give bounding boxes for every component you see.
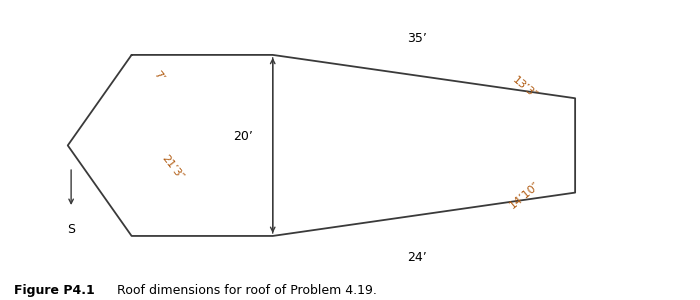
- Text: 13’3″: 13’3″: [510, 75, 539, 101]
- Text: S: S: [67, 223, 75, 236]
- Text: 7’: 7’: [151, 69, 166, 84]
- Text: 24’: 24’: [407, 251, 427, 264]
- Text: Figure P4.1: Figure P4.1: [14, 284, 94, 297]
- Text: 35’: 35’: [407, 32, 427, 45]
- Text: 14’10″: 14’10″: [508, 180, 542, 211]
- Text: Roof dimensions for roof of Problem 4.19.: Roof dimensions for roof of Problem 4.19…: [102, 284, 377, 297]
- Text: 21’3″: 21’3″: [159, 153, 185, 181]
- Text: 20’: 20’: [232, 130, 253, 143]
